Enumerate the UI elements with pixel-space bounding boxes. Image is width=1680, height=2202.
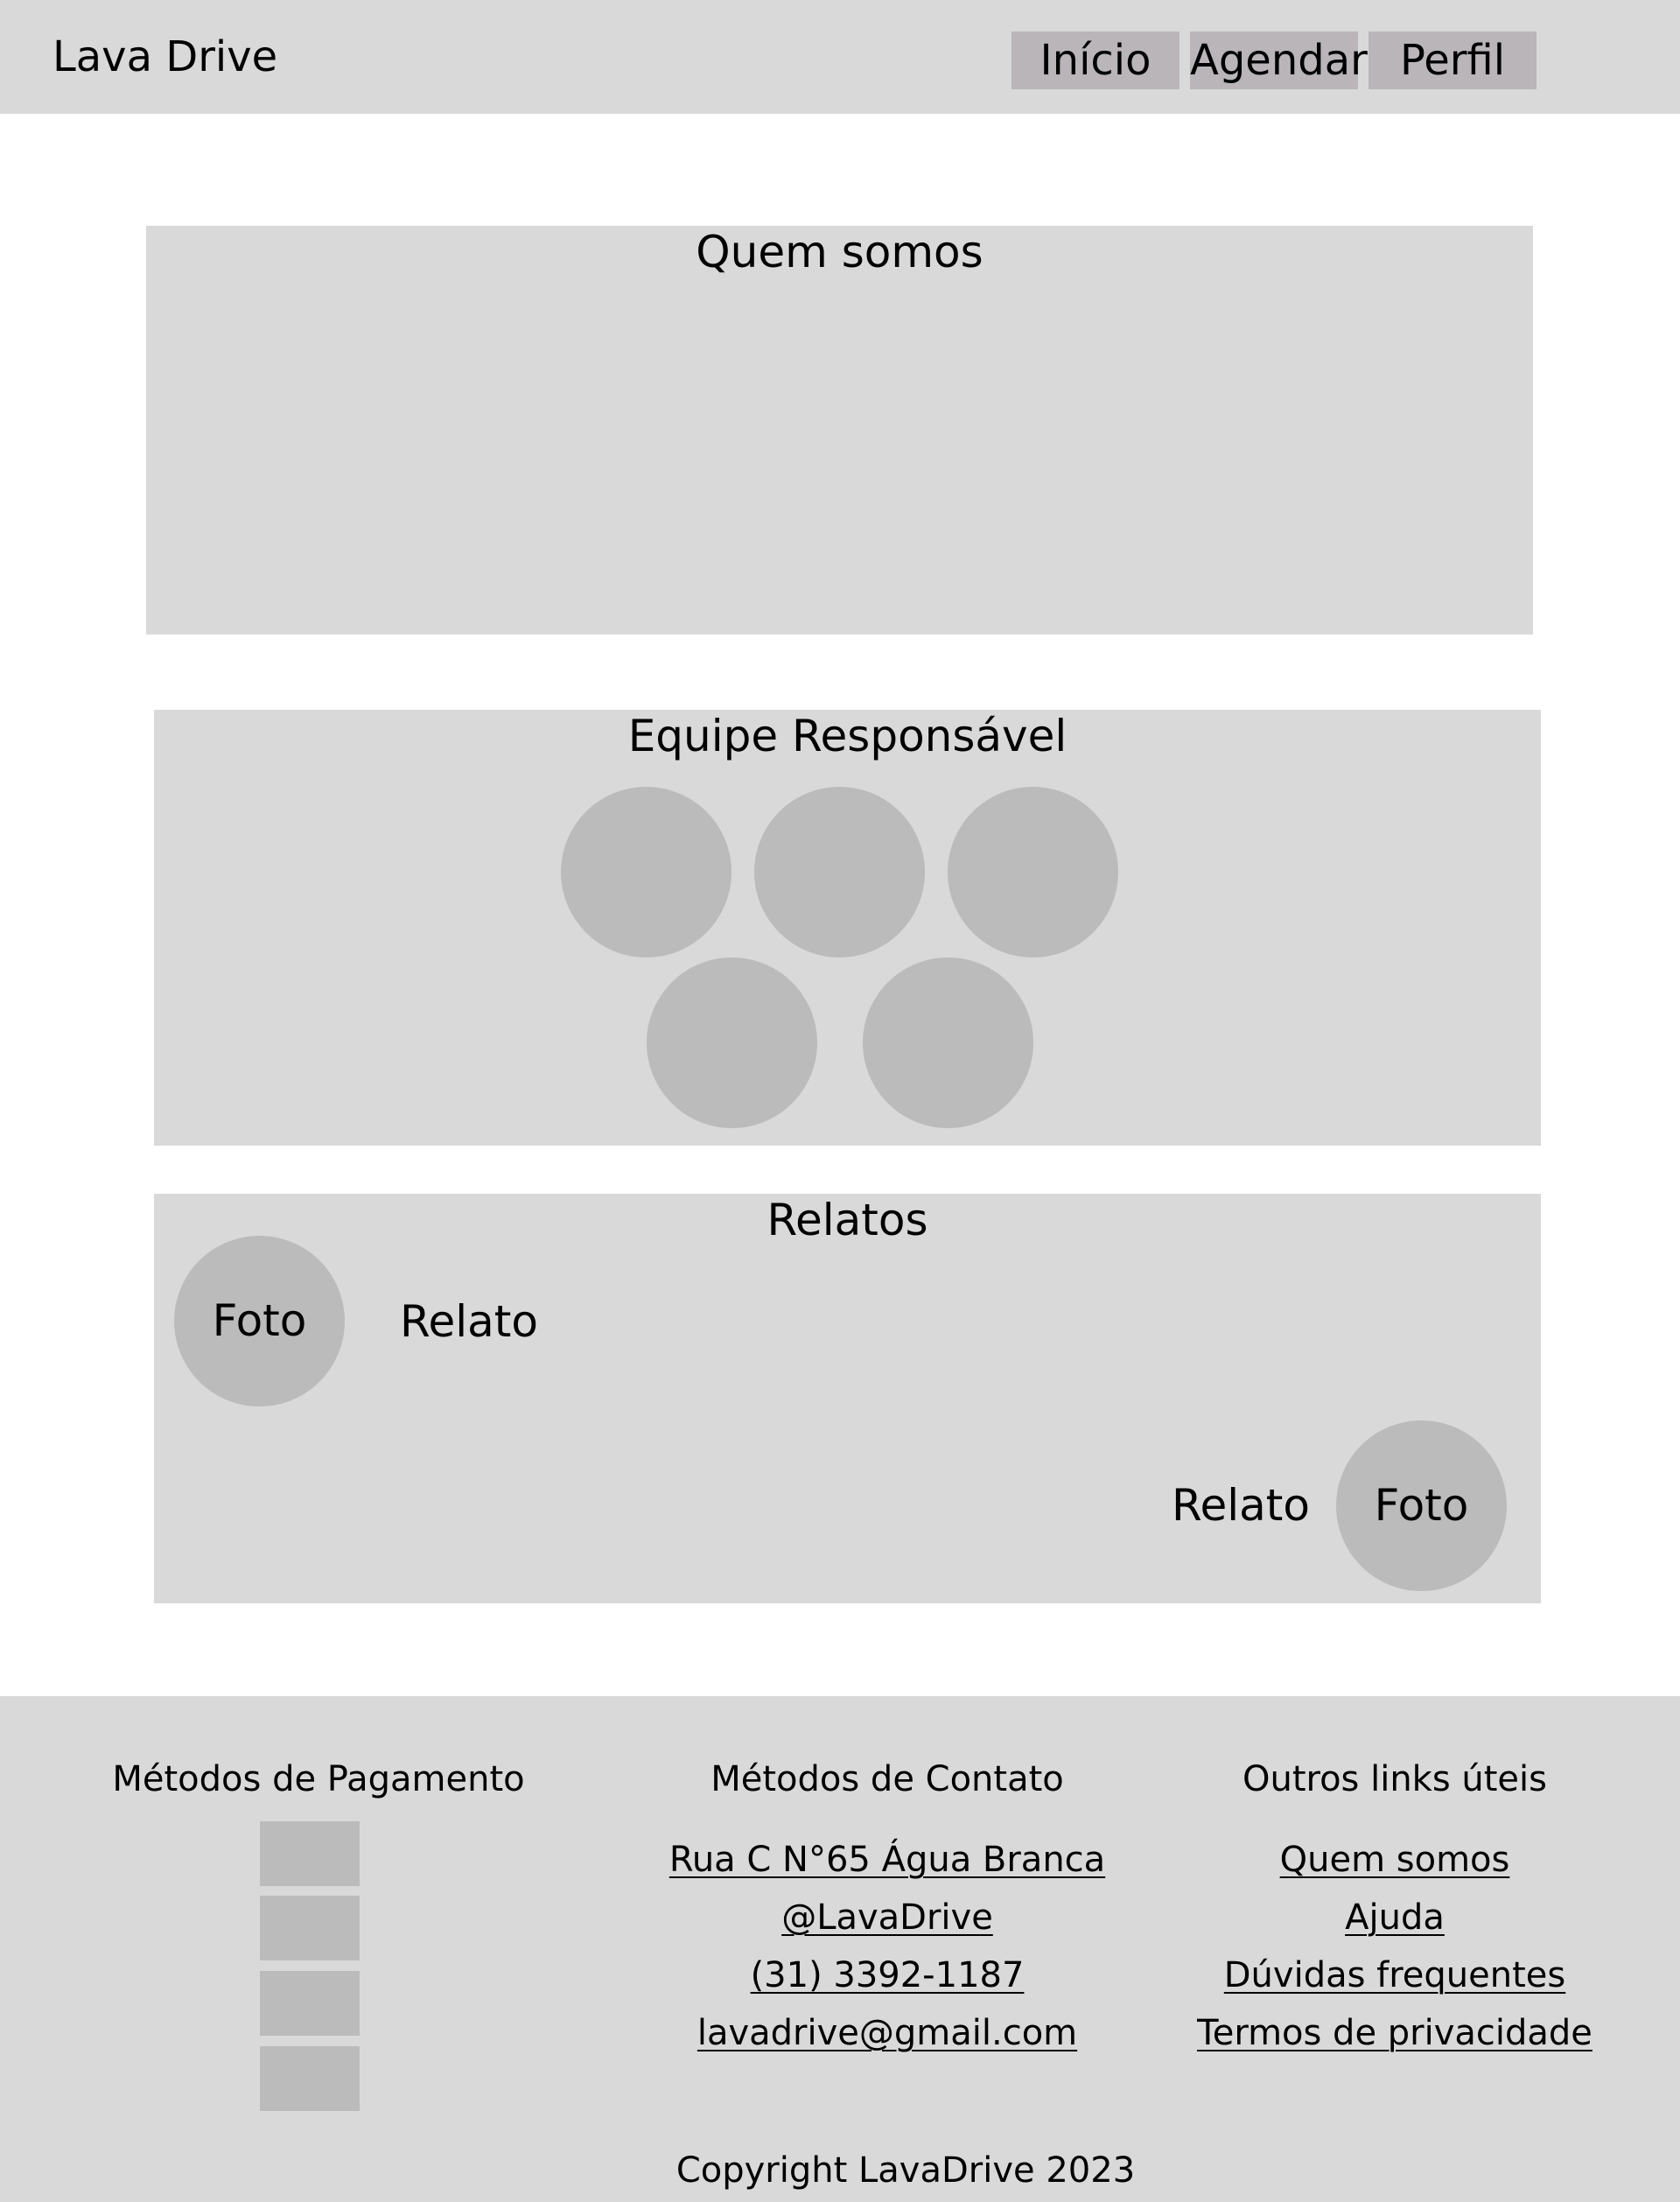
nav-agendar-button[interactable]: Agendar [1190,32,1368,89]
copyright-text: Copyright LavaDrive 2023 [676,2150,1136,2191]
footer-link-ajuda[interactable]: Ajuda [1345,1897,1445,1938]
team-member-avatar [754,787,925,957]
brand-logo-text[interactable]: Lava Drive [52,32,278,81]
useful-link-row: Termos de privacidade [1045,2011,1680,2055]
team-member-avatar [948,787,1118,957]
testimonial-photo: Foto [174,1236,345,1406]
contact-methods-heading: Métodos de Contato [710,1759,1064,1799]
team-title: Equipe Responsável [627,711,1068,761]
team-member-avatar [647,957,817,1128]
payment-methods-heading: Métodos de Pagamento [112,1759,525,1799]
contact-social-row: @LavaDrive [537,1896,1237,1939]
contact-phone-row: (31) 3392-1187 [537,1953,1237,1997]
contact-address-link[interactable]: Rua C N°65 Água Branca [668,1840,1106,1880]
useful-link-row: Quem somos [1045,1838,1680,1882]
payment-method-icon [260,2046,360,2111]
team-member-avatar [863,957,1033,1128]
contact-social-link[interactable]: @LavaDrive [781,1897,993,1938]
about-section [146,226,1533,635]
testimonial-text: Relato [1172,1480,1310,1531]
contact-address-row: Rua C N°65 Água Branca [537,1838,1237,1882]
footer-link-duvidas-frequentes[interactable]: Dúvidas frequentes [1223,1955,1566,1995]
team-member-avatar [561,787,732,957]
payment-method-icon [260,1971,360,2036]
testimonial-photo: Foto [1336,1420,1507,1591]
testimonials-title: Relatos [766,1195,928,1245]
useful-link-row: Dúvidas frequentes [1045,1953,1680,1997]
payment-method-icon [260,1896,360,1960]
payment-method-icon [260,1821,360,1886]
footer-link-quem-somos[interactable]: Quem somos [1279,1840,1510,1880]
contact-email-link[interactable]: lavadrive@gmail.com [696,2013,1078,2053]
nav-inicio-button[interactable]: Início [1012,32,1180,89]
testimonial-text: Relato [400,1296,538,1347]
useful-link-row: Ajuda [1045,1896,1680,1939]
useful-links-heading: Outros links úteis [1242,1759,1547,1799]
about-title: Quem somos [696,227,984,277]
contact-email-row: lavadrive@gmail.com [537,2011,1237,2055]
nav-perfil-button[interactable]: Perfil [1368,32,1536,89]
footer-link-termos-privacidade[interactable]: Termos de privacidade [1197,2013,1592,2053]
testimonials-section [154,1194,1541,1603]
contact-phone-link[interactable]: (31) 3392-1187 [750,1955,1025,1995]
